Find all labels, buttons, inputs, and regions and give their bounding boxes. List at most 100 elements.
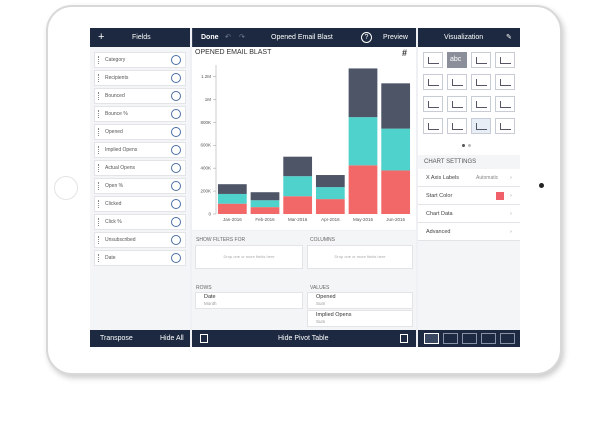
field-item[interactable]: Recipients <box>94 70 186 86</box>
bar-segment <box>217 184 247 194</box>
visualization-header: Visualization ✎ <box>418 28 520 47</box>
chart-type-icon[interactable] <box>447 74 467 90</box>
y-tick-label: 400K <box>200 166 211 171</box>
panel-icon[interactable] <box>400 334 408 343</box>
info-icon[interactable] <box>171 127 181 137</box>
field-item[interactable]: Bounced <box>94 88 186 104</box>
chart-type-icon[interactable] <box>471 96 491 112</box>
pivot-field[interactable]: Implied Opens Sum <box>307 310 413 327</box>
pivot-field[interactable]: Date Month <box>195 292 303 309</box>
filters-drop-zone[interactable]: Drop one or more fields here <box>195 245 303 269</box>
bar-segment <box>283 176 313 197</box>
field-item[interactable]: Category <box>94 52 186 68</box>
layout-icon[interactable] <box>200 334 208 343</box>
tab-export[interactable] <box>481 333 496 344</box>
pivot-field[interactable]: Opened Sum <box>307 292 413 309</box>
field-item[interactable]: Actual Opens <box>94 160 186 176</box>
x-tick-label: Apr-2016 <box>321 217 340 222</box>
undo-button[interactable]: ↶ <box>225 34 231 41</box>
chevron: › <box>510 229 512 235</box>
chart-type-icon[interactable] <box>471 52 491 68</box>
field-item[interactable]: Unsubscribed <box>94 232 186 248</box>
settings-list: X Axis Labels Automatic › Start Color › Chart… <box>418 169 520 249</box>
columns-drop-zone[interactable]: Drop one or more fields here <box>307 245 413 269</box>
icon-glyph <box>428 123 439 130</box>
values-zone: Opened Sum Implied Opens Sum <box>307 292 413 328</box>
add-field-button[interactable]: + <box>98 31 105 43</box>
x-tick-label: Feb-2016 <box>255 217 275 222</box>
chart-type-icon[interactable] <box>471 74 491 90</box>
field-item[interactable]: Date <box>94 250 186 266</box>
info-icon[interactable] <box>171 73 181 83</box>
chart-type-icon[interactable] <box>495 74 515 90</box>
tab-share[interactable] <box>500 333 515 344</box>
chart-type-icon[interactable] <box>423 74 443 90</box>
setting-row[interactable]: Start Color › <box>418 187 520 205</box>
info-icon[interactable] <box>171 253 181 263</box>
chart-type-icon[interactable] <box>447 118 467 134</box>
y-tick-label: 1.2M <box>201 74 211 79</box>
dot <box>462 144 465 147</box>
chart-title: OPENED EMAIL BLAST <box>195 49 272 56</box>
tab-link[interactable] <box>462 333 477 344</box>
field-item[interactable]: Clicked <box>94 196 186 212</box>
bar-segment <box>381 83 411 129</box>
color-swatch <box>496 192 504 200</box>
icon-glyph <box>500 79 511 86</box>
transpose-button[interactable]: Transpose <box>100 335 133 342</box>
tab-chart[interactable] <box>424 333 439 344</box>
setting-row[interactable]: X Axis Labels Automatic › <box>418 169 520 187</box>
info-icon[interactable] <box>171 163 181 173</box>
setting-row[interactable]: Chart Data › <box>418 205 520 223</box>
field-name: Date <box>204 294 216 300</box>
chart-type-icon[interactable] <box>423 96 443 112</box>
chart-type-icon[interactable]: abc <box>447 52 467 68</box>
info-icon[interactable] <box>171 109 181 119</box>
help-button[interactable]: ? <box>361 32 372 43</box>
info-icon[interactable] <box>171 217 181 227</box>
bar-segment <box>217 193 247 204</box>
preview-button[interactable]: Preview <box>383 34 408 41</box>
bar-segment <box>381 170 411 214</box>
field-item[interactable]: Opened <box>94 124 186 140</box>
hide-pivot-button[interactable]: Hide Pivot Table <box>278 335 329 342</box>
info-icon[interactable] <box>171 235 181 245</box>
field-item[interactable]: Bounce % <box>94 106 186 122</box>
chart-type-icon[interactable] <box>423 118 443 134</box>
field-name: Opened <box>316 294 336 300</box>
values-label: VALUES <box>310 285 330 291</box>
chart-type-icon[interactable] <box>447 96 467 112</box>
settings-icon[interactable]: ✎ <box>506 34 512 41</box>
chart-type-icon[interactable] <box>495 118 515 134</box>
fields-header: + Fields <box>90 28 190 47</box>
hide-all-button[interactable]: Hide All <box>160 335 184 342</box>
chart-type-icon[interactable] <box>495 96 515 112</box>
toolbar: Done ↶ ↷ Opened Email Blast ? Preview <box>192 28 416 47</box>
chart-type-icon[interactable] <box>423 52 443 68</box>
chart-type-icon[interactable] <box>495 52 515 68</box>
field-item[interactable]: Implied Opens <box>94 142 186 158</box>
x-tick-label: May-2016 <box>353 217 374 222</box>
tab-table[interactable] <box>443 333 458 344</box>
info-icon[interactable] <box>171 55 181 65</box>
chart-menu-icon[interactable]: # <box>402 48 408 58</box>
home-button <box>54 176 78 200</box>
fields-title: Fields <box>132 34 151 41</box>
y-tick-label: 800K <box>200 120 211 125</box>
chart-type-icon[interactable] <box>471 118 491 134</box>
redo-button[interactable]: ↷ <box>239 34 245 41</box>
done-button[interactable]: Done <box>201 34 219 41</box>
info-icon[interactable] <box>171 91 181 101</box>
icon-glyph <box>500 57 511 64</box>
setting-row[interactable]: Advanced › <box>418 223 520 241</box>
chart-type-grid: abc <box>418 47 520 157</box>
y-tick-label: 0 <box>208 212 211 217</box>
field-item[interactable]: Click % <box>94 214 186 230</box>
bar-segment <box>315 187 345 200</box>
info-icon[interactable] <box>171 145 181 155</box>
field-item[interactable]: Open % <box>94 178 186 194</box>
visualization-title: Visualization <box>444 34 484 41</box>
icon-glyph <box>500 123 511 130</box>
info-icon[interactable] <box>171 199 181 209</box>
info-icon[interactable] <box>171 181 181 191</box>
